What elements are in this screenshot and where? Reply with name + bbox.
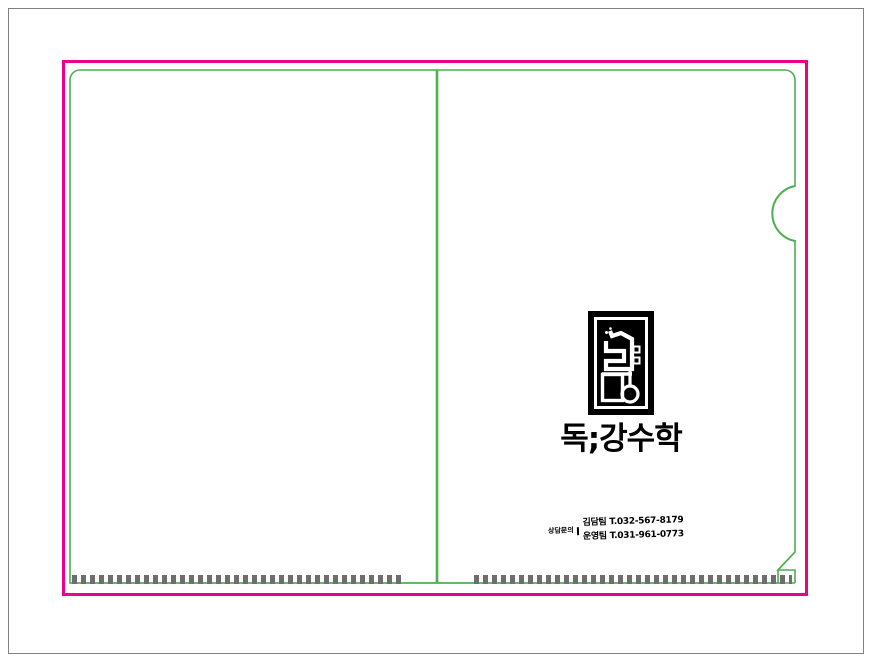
dokgang-suhak-logo-mark [588, 311, 654, 415]
seal-strip-right [474, 575, 792, 584]
contact-lines: 김담팀 T.032-567-8179 운영팀 T.031-961-0773 [578, 514, 684, 545]
magenta-trim-border [62, 60, 808, 596]
contact-line-2: 운영팀 T.031-961-0773 [582, 529, 684, 542]
brand-wordmark: 독;강수학 [560, 421, 682, 457]
brand-lockup: 독;강수학 [545, 311, 697, 455]
contact-label: 상담문의 [548, 526, 579, 536]
seal-strip-left [72, 575, 405, 584]
contact-block: 상담문의 김담팀 T.032-567-8179 운영팀 T.031-961-07… [548, 514, 684, 546]
